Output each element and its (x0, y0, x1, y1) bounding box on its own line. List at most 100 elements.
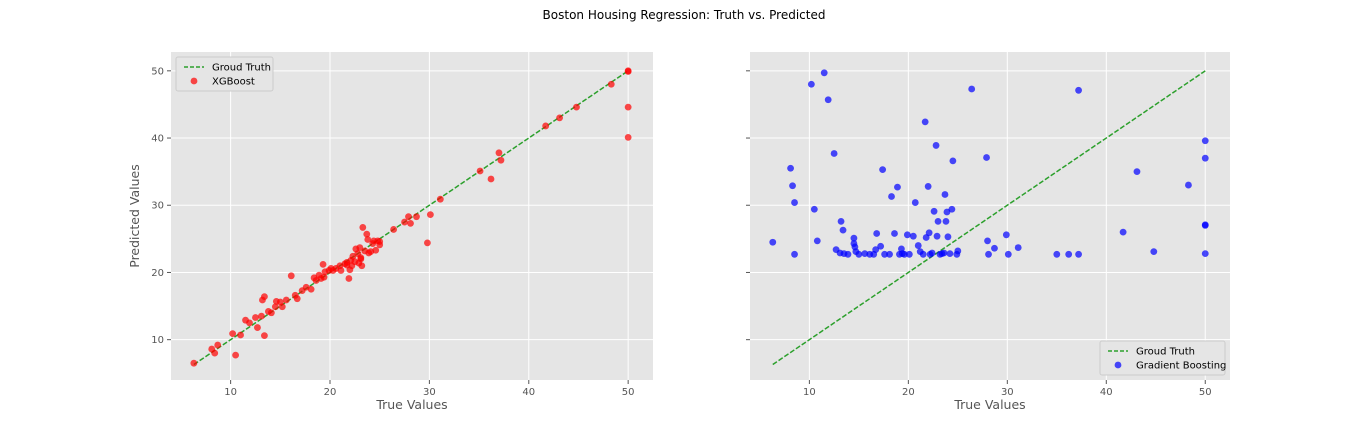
x-tick-label: 30 (423, 387, 436, 398)
scatter-point (909, 232, 917, 240)
scatter-point (424, 239, 431, 247)
scatter-point (873, 230, 881, 237)
scatter-point (407, 219, 414, 227)
scatter-point (844, 250, 852, 258)
scatter-point (954, 247, 962, 255)
legend: Groud Truth Gradient Boosting (1099, 340, 1226, 376)
scatter-point (1075, 86, 1082, 94)
x-axis-label: True Values (375, 397, 447, 412)
legend-dot-swatch (190, 77, 198, 85)
scatter-point (905, 250, 913, 258)
scatter-point (810, 205, 818, 213)
scatter-point (948, 205, 956, 213)
x-tick-label: 20 (324, 387, 337, 398)
scatter-point (789, 182, 796, 190)
scatter-point (985, 250, 992, 258)
scatter-point (1065, 250, 1073, 258)
scatter-point (337, 267, 345, 274)
scatter-point (405, 213, 412, 221)
scatter-point (900, 250, 908, 258)
scatter-point (932, 142, 940, 149)
scatter-point (401, 218, 408, 226)
x-tick-label: 40 (522, 387, 535, 398)
scatter-point (229, 330, 237, 338)
x-tick-label: 50 (622, 387, 635, 398)
scatter-point (1201, 137, 1209, 145)
scatter-point (837, 217, 845, 225)
scatter-point (497, 156, 505, 164)
scatter-point (363, 230, 371, 238)
scatter-point (320, 273, 328, 281)
scatter-point (824, 96, 832, 104)
scatter-point (914, 242, 922, 249)
x-tick-label: 10 (224, 387, 237, 398)
scatter-point (1185, 181, 1192, 189)
scatter-point (624, 133, 632, 141)
scatter-point (879, 166, 887, 174)
scatter-point (372, 246, 380, 254)
y-tick-label: 50 (151, 66, 164, 77)
legend-label: Gradient Boosting (1136, 361, 1226, 372)
scatter-point (941, 191, 949, 198)
scatter-point (787, 164, 794, 172)
gradient-boosting-scatter-panel: 10 20 30 40 50 True Values Groud Truth Gradient… (746, 52, 1230, 412)
scatter-point (1201, 154, 1209, 162)
ground-truth-line (772, 70, 1206, 366)
scatter-point (390, 226, 398, 233)
scatter-point (573, 103, 580, 111)
scatter-point (946, 250, 954, 258)
scatter-point (319, 260, 327, 268)
scatter-point (925, 229, 933, 237)
xgboost-scatter-panel: 10 20 30 40 50 10 20 30 40 50 True Values Predicted… (127, 52, 653, 412)
y-tick-label: 10 (151, 335, 164, 346)
scatter-point (820, 69, 828, 77)
plot-area (750, 52, 1230, 380)
scatter-point (830, 150, 838, 157)
scatter-point (426, 211, 434, 219)
scatter-point (254, 324, 261, 331)
scatter-point (1014, 244, 1022, 251)
scatter-point (1002, 231, 1010, 239)
scatter-point (357, 255, 365, 263)
scatter-point (190, 359, 198, 367)
x-tick-label: 40 (1100, 387, 1113, 398)
scatter-point (376, 241, 384, 249)
scatter-point (886, 250, 893, 258)
scatter-point (942, 217, 950, 225)
scatter-point (813, 237, 821, 245)
y-tick-label: 20 (151, 268, 164, 279)
scatter-point (214, 341, 222, 349)
scatter-point (888, 193, 895, 200)
scatter-point (1119, 228, 1127, 236)
x-tick-label: 50 (1199, 387, 1212, 398)
scatter-point (358, 262, 366, 270)
legend: Groud Truth XGBoost (175, 56, 274, 92)
scatter-point (861, 250, 869, 258)
scatter-point (278, 303, 286, 311)
scatter-point (413, 213, 420, 221)
scatter-point (1053, 250, 1061, 258)
y-tick-label: 40 (151, 134, 164, 145)
scatter-point (968, 85, 976, 93)
scatter-point (293, 295, 301, 303)
scatter-point (791, 250, 798, 258)
scatter-point (1133, 168, 1141, 176)
scatter-point (807, 80, 815, 88)
scatter-point (359, 224, 367, 231)
scatter-point (282, 296, 290, 304)
scatter-point (984, 237, 991, 245)
scatter-point (261, 293, 268, 301)
scatter-point (237, 331, 244, 339)
scatter-point (991, 244, 998, 252)
scatter-point (349, 252, 357, 260)
scatter-point (944, 233, 952, 241)
scatter-point (436, 195, 444, 203)
scatter-point (919, 250, 927, 258)
scatter-point (307, 285, 315, 293)
scatter-point (924, 183, 932, 190)
scatter-point (949, 157, 957, 165)
scatter-point (624, 103, 632, 111)
scatter-point (345, 275, 353, 282)
scatter-point (271, 303, 279, 311)
